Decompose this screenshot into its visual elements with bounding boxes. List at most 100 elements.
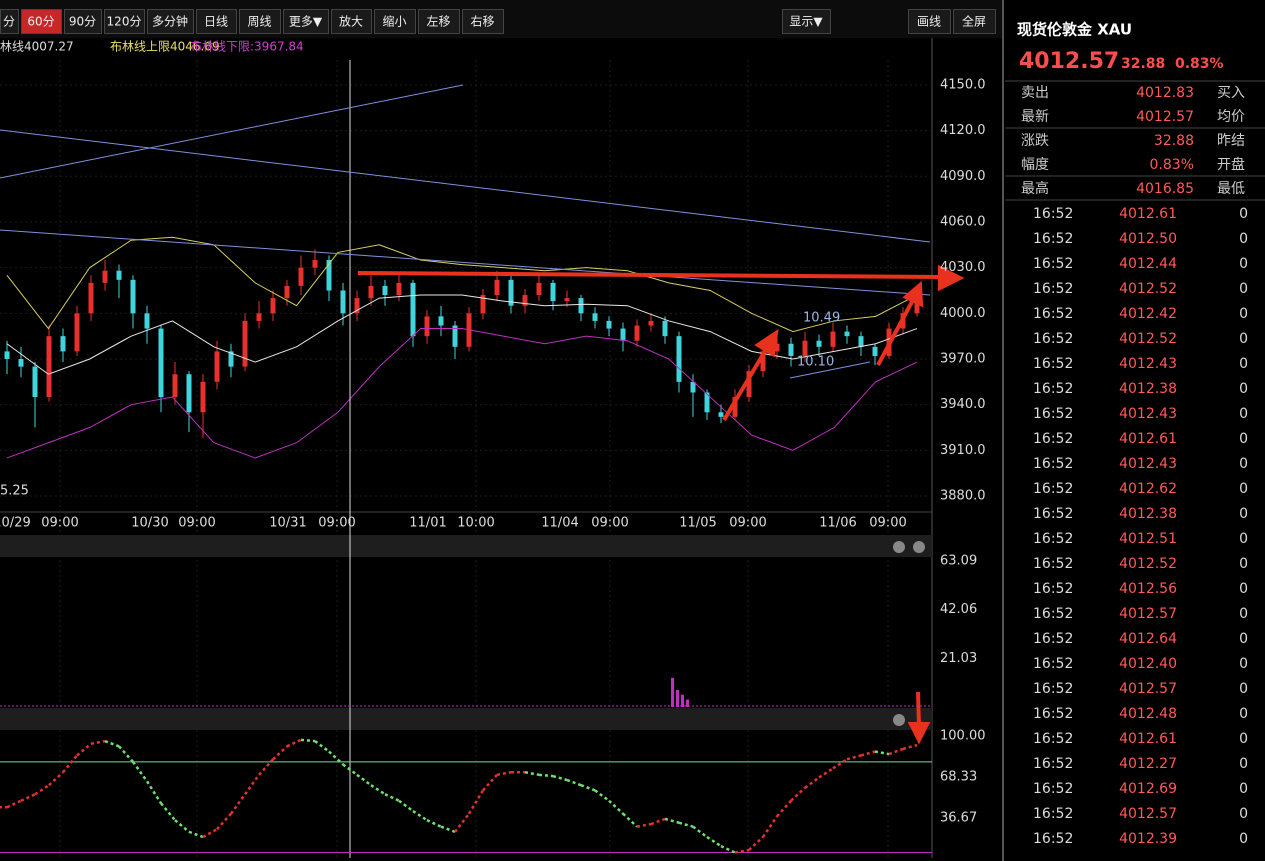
candle-body xyxy=(676,336,682,382)
candle-body xyxy=(144,313,150,329)
tick-price: 4012.57 xyxy=(1119,681,1177,697)
tick-time: 16:52 xyxy=(1033,231,1073,247)
toolbar-button[interactable] xyxy=(147,9,194,34)
dot-segment xyxy=(145,780,163,804)
candle-body xyxy=(718,412,724,417)
tick-volume: 0 xyxy=(1239,206,1248,222)
tick-volume: 0 xyxy=(1239,406,1248,422)
legend-item: 林线4007.27 xyxy=(0,40,74,54)
candle-body xyxy=(186,374,192,413)
tick-price: 4012.57 xyxy=(1119,806,1177,822)
candle-body xyxy=(522,295,528,306)
y-tick-label: 36.67 xyxy=(940,811,977,826)
dot-segment xyxy=(300,738,316,743)
toolbar-label: 缩小 xyxy=(382,14,406,29)
toolbar-button[interactable] xyxy=(953,9,996,34)
candle-body xyxy=(298,267,304,286)
arrow-head xyxy=(902,280,924,308)
toolbar-label: 画线 xyxy=(917,15,941,29)
dot-segment xyxy=(90,739,106,745)
toolbar-button[interactable] xyxy=(104,9,145,34)
candle-body xyxy=(102,270,108,283)
quote-value: 4016.85 xyxy=(1136,181,1194,197)
candle-body xyxy=(774,343,780,352)
candle-body xyxy=(480,295,486,314)
tick-time: 16:52 xyxy=(1033,806,1073,822)
toolbar-button[interactable] xyxy=(331,9,372,34)
trend-line xyxy=(0,129,931,243)
dot-segment xyxy=(538,773,554,778)
toolbar-button[interactable] xyxy=(21,9,62,34)
pane-header xyxy=(0,708,932,730)
tick-time: 16:52 xyxy=(1033,331,1073,347)
x-tick-label: 09:00 xyxy=(591,516,628,531)
x-tick-label: 09:00 xyxy=(318,516,355,531)
toolbar-button[interactable] xyxy=(64,9,102,34)
close-icon[interactable] xyxy=(913,541,925,553)
gear-icon[interactable] xyxy=(893,541,905,553)
toolbar-button[interactable] xyxy=(0,9,19,34)
tick-time: 16:52 xyxy=(1033,506,1073,522)
candle-body xyxy=(760,351,766,372)
bar xyxy=(681,694,684,707)
toolbar-button[interactable] xyxy=(462,9,504,34)
tick-price: 4012.61 xyxy=(1119,731,1177,747)
dot-segment xyxy=(384,793,400,802)
candle-body xyxy=(410,282,416,337)
candle-body xyxy=(816,340,822,347)
toolbar-button[interactable] xyxy=(196,9,237,34)
dot-segment xyxy=(188,830,204,839)
toolbar-button[interactable] xyxy=(283,9,329,34)
tick-time: 16:52 xyxy=(1033,606,1073,622)
gear-icon[interactable] xyxy=(893,714,905,726)
candle-body xyxy=(256,313,262,321)
candle-body xyxy=(802,340,808,356)
candle-body xyxy=(326,260,332,291)
candle-body xyxy=(382,285,388,296)
toolbar-button[interactable] xyxy=(239,9,281,34)
tick-price: 4012.61 xyxy=(1119,431,1177,447)
y-tick-label: 3940.0 xyxy=(940,397,986,412)
tick-price: 4012.44 xyxy=(1119,256,1177,272)
drawn-arrows xyxy=(357,264,965,745)
quote-label: 均价 xyxy=(1217,109,1245,125)
dot-segment xyxy=(761,815,779,838)
quote-label: 最新 xyxy=(1021,109,1049,125)
legend-item: 布林线上限4046.69 xyxy=(110,40,220,54)
arrow-head xyxy=(938,264,965,292)
x-tick-label: 09:00 xyxy=(869,516,906,531)
tick-time: 16:52 xyxy=(1033,831,1073,847)
tick-volume: 0 xyxy=(1239,431,1248,447)
tick-price: 4012.50 xyxy=(1119,231,1177,247)
candle-body xyxy=(46,336,52,398)
x-tick-label: 10/30 xyxy=(131,516,168,531)
dot-segment xyxy=(888,747,904,756)
tick-volume: 0 xyxy=(1239,481,1248,497)
dot-segment xyxy=(650,817,666,826)
tick-time: 16:52 xyxy=(1033,356,1073,372)
dot-segment xyxy=(496,771,512,777)
toolbar-button[interactable] xyxy=(374,9,416,34)
annotation: 10.10 xyxy=(797,355,834,370)
tick-volume: 0 xyxy=(1239,231,1248,247)
toolbar-button[interactable] xyxy=(908,9,951,34)
quote-label: 最高 xyxy=(1021,180,1049,197)
y-tick-label: 21.03 xyxy=(940,651,977,666)
tick-volume: 0 xyxy=(1239,706,1248,722)
toolbar-button[interactable] xyxy=(418,9,460,34)
candle-body xyxy=(88,282,94,314)
toolbar-label: 显示▼ xyxy=(789,15,823,29)
candle-body xyxy=(872,346,878,356)
candle-body xyxy=(172,374,178,398)
tick-time: 16:52 xyxy=(1033,206,1073,222)
candle-body xyxy=(116,270,122,280)
quote-label: 开盘 xyxy=(1217,156,1245,173)
toolbar-label: 左移 xyxy=(426,14,450,29)
dot-segment xyxy=(706,835,722,848)
toolbar-button[interactable] xyxy=(782,9,831,34)
legend-item: 布林线下限:3967.84 xyxy=(190,40,304,54)
candle-body xyxy=(242,320,248,367)
dot-segment xyxy=(426,819,442,828)
tick-volume: 0 xyxy=(1239,681,1248,697)
